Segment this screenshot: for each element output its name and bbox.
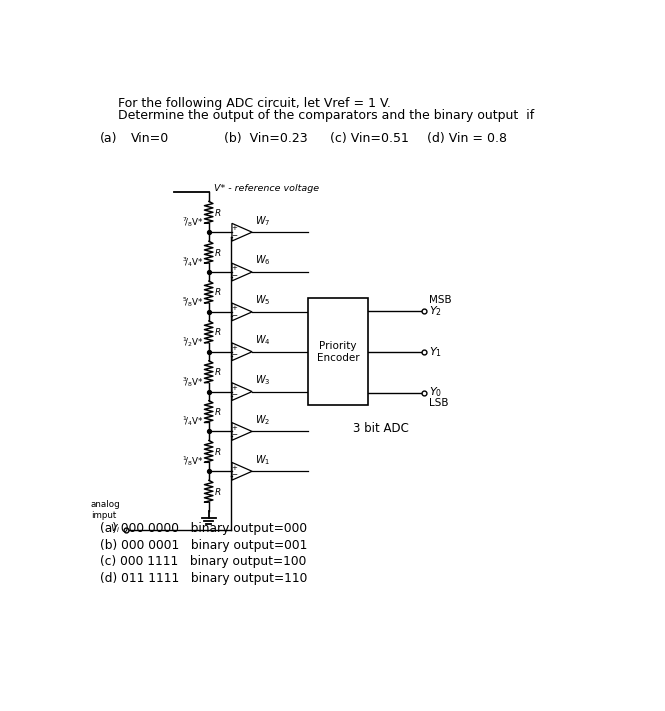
Text: −: − [231, 233, 237, 239]
Text: $W_4$: $W_4$ [255, 333, 271, 347]
Text: MSB: MSB [429, 295, 452, 305]
Text: +: + [231, 225, 237, 232]
Text: (a): (a) [100, 132, 118, 145]
Text: −: − [231, 432, 237, 438]
Text: $W_6$: $W_6$ [255, 254, 271, 267]
Text: $^5\!/_8$V*: $^5\!/_8$V* [182, 295, 204, 309]
FancyBboxPatch shape [308, 298, 368, 405]
Text: $^1\!/_8$V*: $^1\!/_8$V* [182, 454, 204, 469]
Text: $R$: $R$ [213, 406, 221, 417]
Text: $Y_0$: $Y_0$ [429, 385, 442, 400]
Text: analog
imput: analog imput [91, 501, 120, 520]
Text: $R$: $R$ [213, 247, 221, 257]
Text: +: + [231, 464, 237, 471]
Text: $^3\!/_8$V*: $^3\!/_8$V* [182, 375, 204, 388]
Text: $W_3$: $W_3$ [255, 373, 271, 387]
Text: $^7\!/_8$V*: $^7\!/_8$V* [182, 215, 204, 229]
Text: V* - reference voltage: V* - reference voltage [214, 183, 319, 193]
Text: +: + [231, 385, 237, 391]
Text: $R$: $R$ [213, 326, 221, 337]
Text: (d) Vin = 0.8: (d) Vin = 0.8 [427, 132, 507, 145]
Text: −: − [231, 353, 237, 358]
Text: $R$: $R$ [213, 486, 221, 497]
Text: $W_1$: $W_1$ [255, 453, 271, 466]
Text: (c) 000 1111   binary output=100: (c) 000 1111 binary output=100 [100, 555, 307, 569]
Text: $^1\!/_2$V*: $^1\!/_2$V* [182, 335, 204, 348]
Text: For the following ADC circuit, let Vref = 1 V.: For the following ADC circuit, let Vref … [118, 97, 391, 109]
Text: $Y_1$: $Y_1$ [429, 345, 442, 358]
Text: $Y_2$: $Y_2$ [429, 304, 442, 318]
Text: (d) 011 1111   binary output=110: (d) 011 1111 binary output=110 [100, 572, 307, 585]
Text: $R$: $R$ [213, 446, 221, 457]
Text: LSB: LSB [429, 398, 448, 408]
Text: $W_7$: $W_7$ [255, 214, 271, 228]
Text: Determine the output of the comparators and the binary output  if: Determine the output of the comparators … [118, 109, 534, 122]
Text: $^1\!/_4$V*: $^1\!/_4$V* [182, 415, 204, 428]
Text: −: − [231, 392, 237, 398]
Text: +: + [231, 345, 237, 351]
Text: −: − [231, 273, 237, 279]
Text: 3 bit ADC: 3 bit ADC [353, 422, 409, 435]
Text: Vin=0: Vin=0 [131, 132, 170, 145]
Text: $W_2$: $W_2$ [255, 413, 271, 427]
Text: Priority
Encoder: Priority Encoder [317, 341, 359, 363]
Text: (b) 000 0001   binary output=001: (b) 000 0001 binary output=001 [100, 539, 307, 552]
Text: +: + [231, 305, 237, 311]
Text: $R$: $R$ [213, 366, 221, 377]
Text: (a) 000 0000   binary output=000: (a) 000 0000 binary output=000 [100, 523, 307, 535]
Text: −: − [231, 313, 237, 319]
Text: $W_5$: $W_5$ [255, 294, 271, 307]
Text: $V_i$: $V_i$ [110, 523, 120, 535]
Text: +: + [231, 265, 237, 272]
Text: $^3\!/_4$V*: $^3\!/_4$V* [182, 255, 204, 269]
Text: −: − [231, 472, 237, 478]
Text: (c) Vin=0.51: (c) Vin=0.51 [330, 132, 408, 145]
Text: $R$: $R$ [213, 207, 221, 218]
Text: (b)  Vin=0.23: (b) Vin=0.23 [224, 132, 308, 145]
Text: +: + [231, 424, 237, 431]
Text: $R$: $R$ [213, 287, 221, 297]
